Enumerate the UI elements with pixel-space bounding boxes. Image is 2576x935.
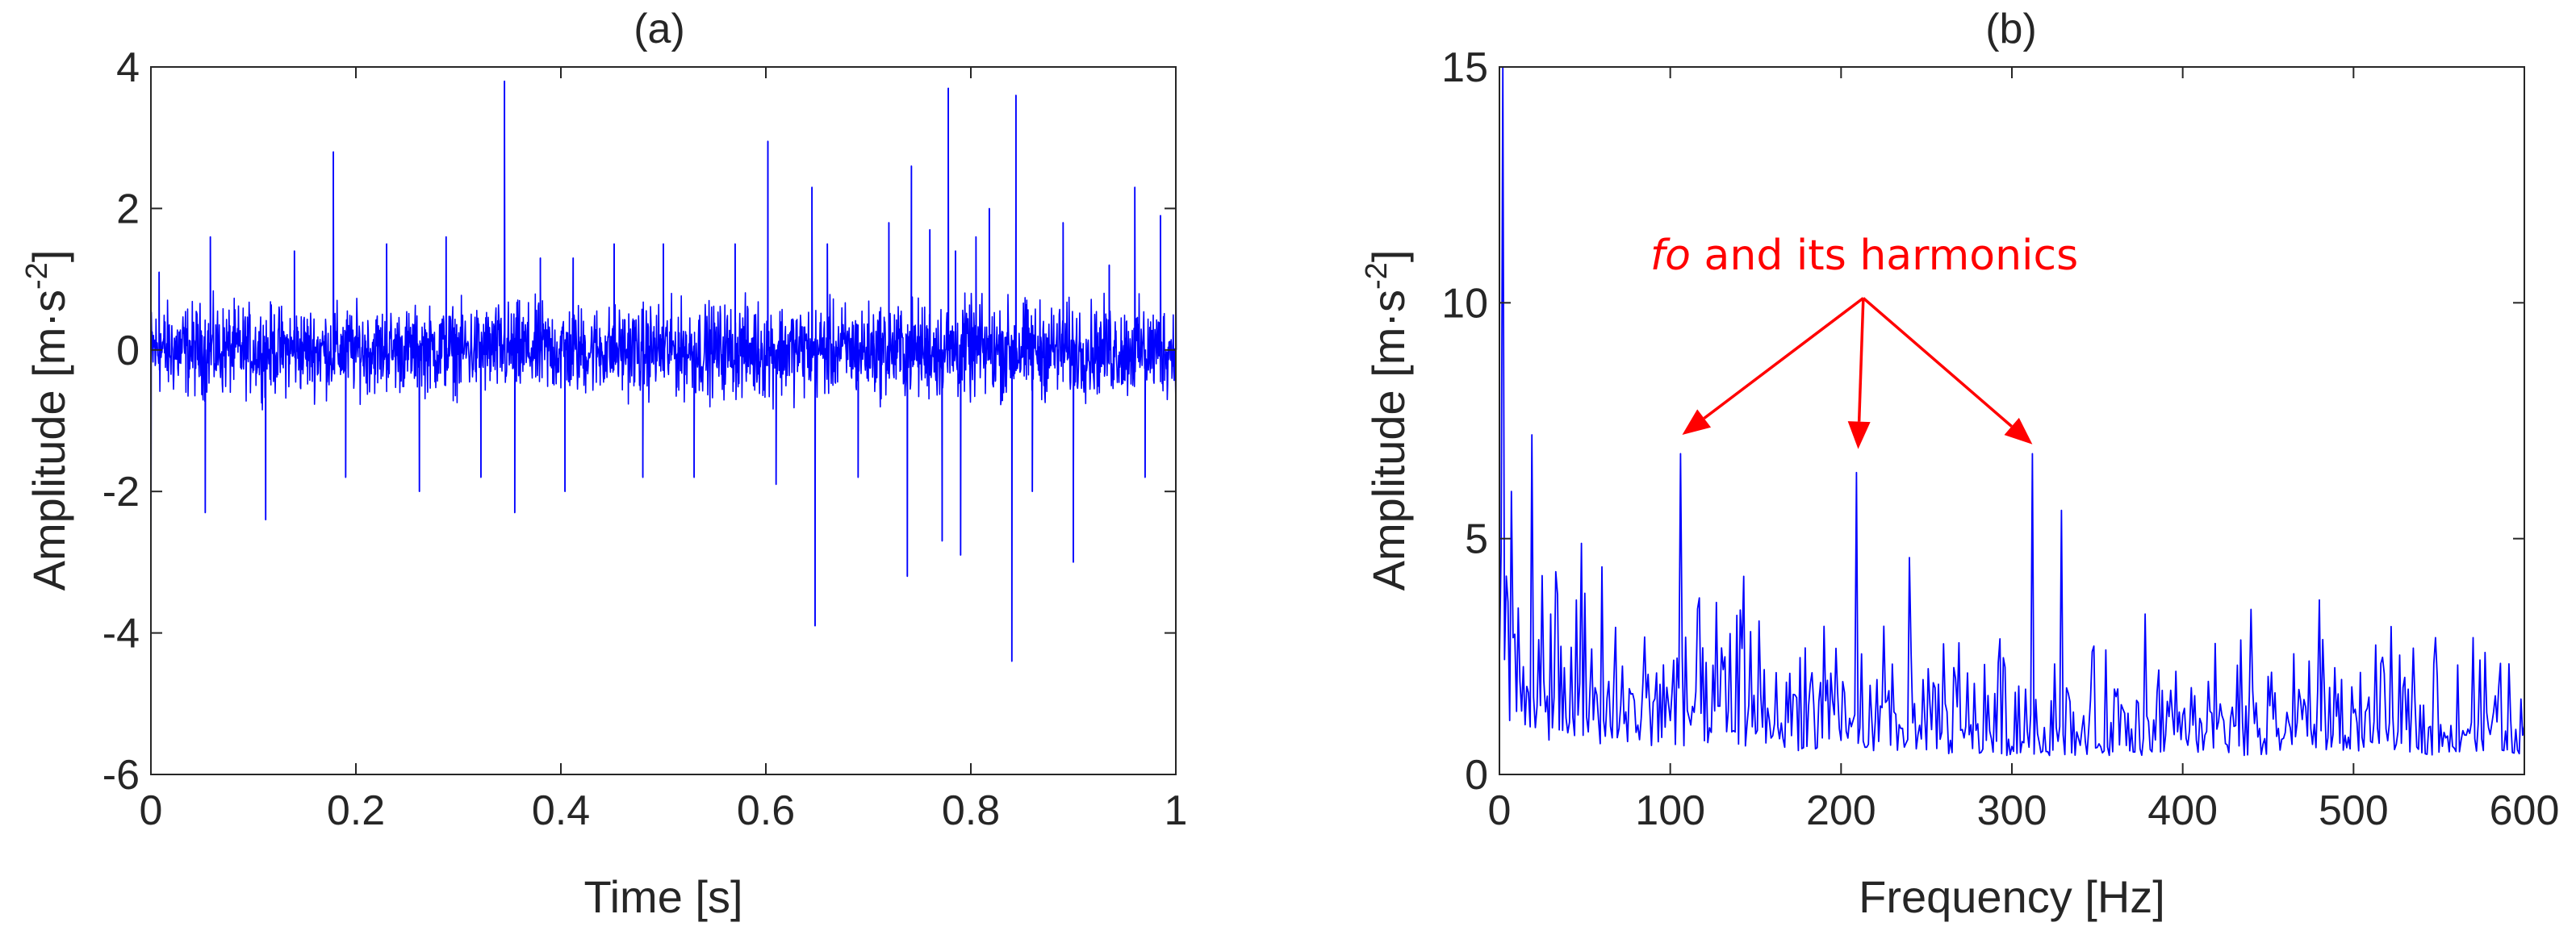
- harmonics-annotation-text: fo and its harmonics: [1650, 232, 2078, 280]
- y-tick-label: 15: [1441, 44, 1488, 91]
- y-tick-label: 5: [1465, 516, 1488, 563]
- x-tick-label: 100: [1635, 787, 1705, 834]
- y-tick-label: 4: [116, 44, 140, 91]
- panel-a-time-signal: (a) 0 0.2 0.4 0.6 0.8 1 -6 -4 -2 0 2 4 Time [s] Amp…: [20, 6, 1187, 922]
- panel-b-y-label-end: ]: [1363, 250, 1414, 263]
- x-tick-label: 0.2: [327, 787, 385, 834]
- fo-label: fo: [1650, 232, 1691, 280]
- panel-b-y-label-exponent: -2: [1360, 262, 1394, 290]
- spectrum-line: [1499, 66, 2525, 757]
- panel-b-ticks: 0 100 200 300 400 500 600 0 5 10 15: [1441, 44, 2559, 834]
- panel-b-y-label-main: Amplitude [m·s: [1363, 290, 1414, 591]
- x-tick-label: 500: [2319, 787, 2389, 834]
- y-tick-label: 0: [1465, 752, 1488, 799]
- x-tick-label: 0.8: [942, 787, 1000, 834]
- panel-b-title: (b): [1985, 6, 2037, 52]
- panel-b-y-axis-label: Amplitude [m·s-2]: [1360, 250, 1414, 591]
- x-tick-label: 0.6: [737, 787, 795, 834]
- y-tick-label: 2: [116, 186, 140, 232]
- panel-b-spectrum: (b) 0 100 200 300 400 500 600 0 5 10 15 fo and its…: [1360, 6, 2559, 922]
- panel-a-y-label-main: Amplitude [m·s: [23, 290, 74, 591]
- x-tick-label: 1: [1165, 787, 1188, 834]
- harmonic-arrow-head: [1847, 421, 1871, 449]
- y-tick-label: -4: [102, 611, 140, 657]
- harmonic-arrow-head: [2004, 417, 2033, 445]
- panel-a-axes-box: [150, 66, 1177, 775]
- panel-a-plot-area: [150, 80, 1177, 670]
- x-tick-label: 600: [2490, 787, 2560, 834]
- x-tick-label: 0: [1488, 787, 1512, 834]
- panel-b-axes-box: [1499, 66, 2525, 775]
- y-tick-label: -6: [102, 752, 140, 799]
- panel-b-x-axis-label: Frequency [Hz]: [1859, 871, 2165, 922]
- panel-a-y-label-end: ]: [23, 250, 74, 263]
- x-tick-label: 0: [140, 787, 163, 834]
- harmonics-label: and its harmonics: [1691, 232, 2078, 280]
- y-tick-label: 10: [1441, 280, 1488, 327]
- y-tick-label: 0: [116, 328, 140, 374]
- harmonic-arrow-shaft: [1703, 297, 1864, 419]
- x-tick-label: 400: [2147, 787, 2218, 834]
- panel-a-y-label-exponent: -2: [20, 262, 54, 290]
- harmonic-arrow-shaft: [1862, 297, 2013, 428]
- panel-a-ticks: 0 0.2 0.4 0.6 0.8 1 -6 -4 -2 0 2 4: [102, 44, 1188, 834]
- x-tick-label: 200: [1806, 787, 1876, 834]
- panel-a-title: (a): [634, 6, 685, 52]
- panel-b-harmonics-annotation: fo and its harmonics: [1650, 232, 2078, 449]
- time-signal-line: [150, 80, 1177, 670]
- x-tick-label: 300: [1977, 787, 2047, 834]
- y-tick-label: -2: [102, 469, 140, 516]
- panel-a-x-axis-label: Time [s]: [583, 871, 742, 922]
- panel-b-plot-area: [1499, 66, 2525, 757]
- harmonic-arrow-shaft: [1857, 298, 1865, 422]
- harmonic-arrow-head: [1682, 409, 1712, 436]
- x-tick-label: 0.4: [532, 787, 590, 834]
- panel-a-y-axis-label: Amplitude [m·s-2]: [20, 250, 74, 591]
